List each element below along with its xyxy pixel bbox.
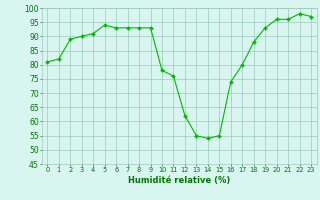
X-axis label: Humidité relative (%): Humidité relative (%)	[128, 176, 230, 185]
